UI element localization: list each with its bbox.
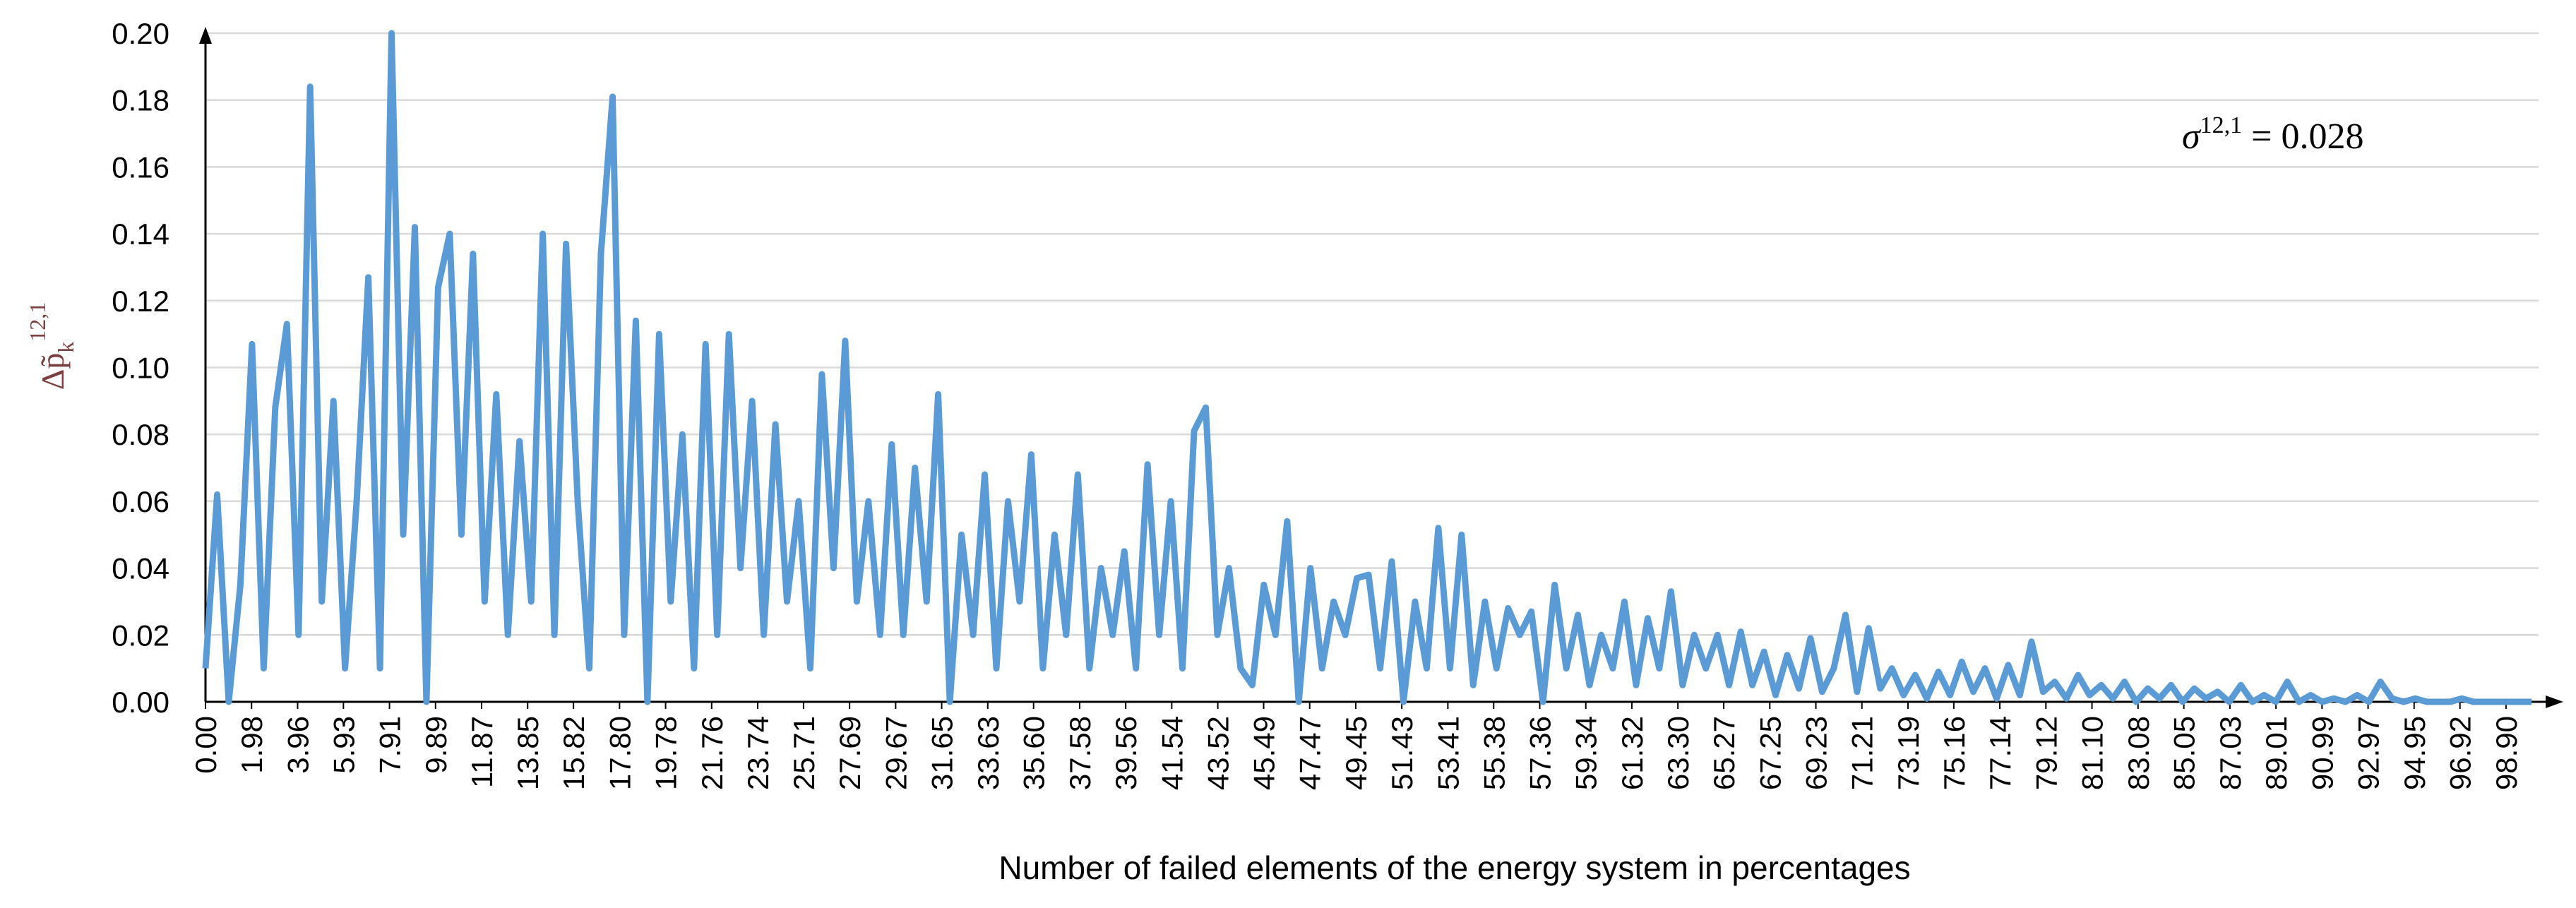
x-tick-label: 51.43 bbox=[1385, 716, 1419, 790]
x-tick-label: 31.65 bbox=[926, 716, 959, 790]
x-tick-label: 7.91 bbox=[374, 716, 407, 774]
x-tick-label: 13.85 bbox=[511, 716, 544, 790]
x-tick-label: 90.99 bbox=[2306, 716, 2339, 790]
x-tick-label: 89.01 bbox=[2260, 716, 2293, 790]
y-axis-title-sup: 12,1 bbox=[25, 302, 50, 342]
y-tick-label: 0.14 bbox=[112, 217, 169, 251]
y-axis-title: Δp̃k12,1 bbox=[25, 302, 78, 390]
y-tick-label: 0.12 bbox=[112, 285, 169, 318]
x-tick-label: 87.03 bbox=[2214, 716, 2247, 790]
x-axis-title: Number of failed elements of the energy … bbox=[998, 849, 1910, 886]
x-tick-label: 9.89 bbox=[419, 716, 453, 774]
x-tick-label: 25.71 bbox=[787, 716, 821, 790]
x-tick-label: 53.41 bbox=[1431, 716, 1465, 790]
annotation-symbol: σ bbox=[2182, 117, 2202, 157]
x-tick-label: 21.76 bbox=[696, 716, 729, 790]
x-tick-label: 27.69 bbox=[833, 716, 866, 790]
y-tick-label: 0.06 bbox=[112, 485, 169, 518]
annotation-value: = 0.028 bbox=[2242, 117, 2363, 157]
y-tick-label: 0.00 bbox=[112, 686, 169, 719]
x-tick-label: 29.67 bbox=[879, 716, 912, 790]
x-tick-label: 98.90 bbox=[2490, 716, 2523, 790]
x-tick-label: 15.82 bbox=[557, 716, 590, 790]
x-tick-label: 85.05 bbox=[2168, 716, 2201, 790]
x-tick-label: 45.49 bbox=[1247, 716, 1280, 790]
x-tick-label: 69.23 bbox=[1800, 716, 1833, 790]
x-tick-label: 71.21 bbox=[1846, 716, 1879, 790]
y-axis-title-main: Δp̃ bbox=[35, 353, 71, 390]
x-tick-label: 5.93 bbox=[327, 716, 360, 774]
x-tick-label: 65.27 bbox=[1707, 716, 1741, 790]
x-tick-label: 92.97 bbox=[2352, 716, 2385, 790]
annotation: σ12,1 = 0.028 bbox=[2182, 112, 2363, 157]
x-tick-label: 41.54 bbox=[1155, 716, 1188, 790]
x-tick-label: 37.58 bbox=[1063, 716, 1097, 790]
x-tick-label: 63.30 bbox=[1662, 716, 1695, 790]
x-tick-label: 49.45 bbox=[1340, 716, 1373, 790]
x-tick-label: 11.87 bbox=[465, 716, 499, 788]
x-tick-label: 96.92 bbox=[2444, 716, 2477, 790]
x-tick-label: 47.47 bbox=[1294, 716, 1327, 790]
x-tick-label: 94.95 bbox=[2398, 716, 2431, 790]
y-tick-label: 0.08 bbox=[112, 418, 169, 451]
x-tick-label: 39.56 bbox=[1109, 716, 1143, 790]
y-tick-label: 0.18 bbox=[112, 84, 169, 117]
x-tick-label: 67.25 bbox=[1753, 716, 1787, 790]
y-axis-arrow bbox=[199, 27, 212, 44]
annotation-sup: 12,1 bbox=[2200, 112, 2243, 138]
x-tick-label: 73.19 bbox=[1892, 716, 1925, 790]
x-tick-label: 33.63 bbox=[972, 716, 1005, 790]
y-tick-label: 0.04 bbox=[112, 552, 169, 585]
x-tick-label: 75.16 bbox=[1938, 716, 1971, 790]
y-tick-label: 0.02 bbox=[112, 619, 169, 652]
x-tick-label: 23.74 bbox=[741, 716, 775, 790]
x-tick-label: 61.32 bbox=[1616, 716, 1649, 790]
x-tick-label: 79.12 bbox=[2029, 716, 2063, 790]
x-axis-arrow bbox=[2546, 695, 2563, 708]
y-tick-label: 0.16 bbox=[112, 150, 169, 184]
x-tick-label: 57.36 bbox=[1524, 716, 1557, 790]
y-axis-title-sub: k bbox=[53, 342, 78, 353]
data-line bbox=[202, 30, 2532, 705]
x-tick-label: 55.38 bbox=[1477, 716, 1510, 790]
x-tick-label: 3.96 bbox=[281, 716, 314, 774]
x-tick-label: 35.60 bbox=[1018, 716, 1051, 790]
x-tick-label: 59.34 bbox=[1570, 716, 1603, 790]
y-tick-label: 0.10 bbox=[112, 352, 169, 385]
x-tick-label: 83.08 bbox=[2122, 716, 2155, 790]
x-tick-label: 1.98 bbox=[235, 716, 268, 774]
x-tick-label: 17.80 bbox=[603, 716, 636, 790]
x-tick-label: 77.14 bbox=[1984, 716, 2017, 790]
y-tick-label: 0.20 bbox=[112, 17, 169, 50]
x-tick-label: 43.52 bbox=[1202, 716, 1235, 790]
x-tick-label: 0.00 bbox=[189, 716, 222, 774]
x-tick-label: 81.10 bbox=[2076, 716, 2109, 790]
x-tick-label: 19.78 bbox=[650, 716, 683, 790]
